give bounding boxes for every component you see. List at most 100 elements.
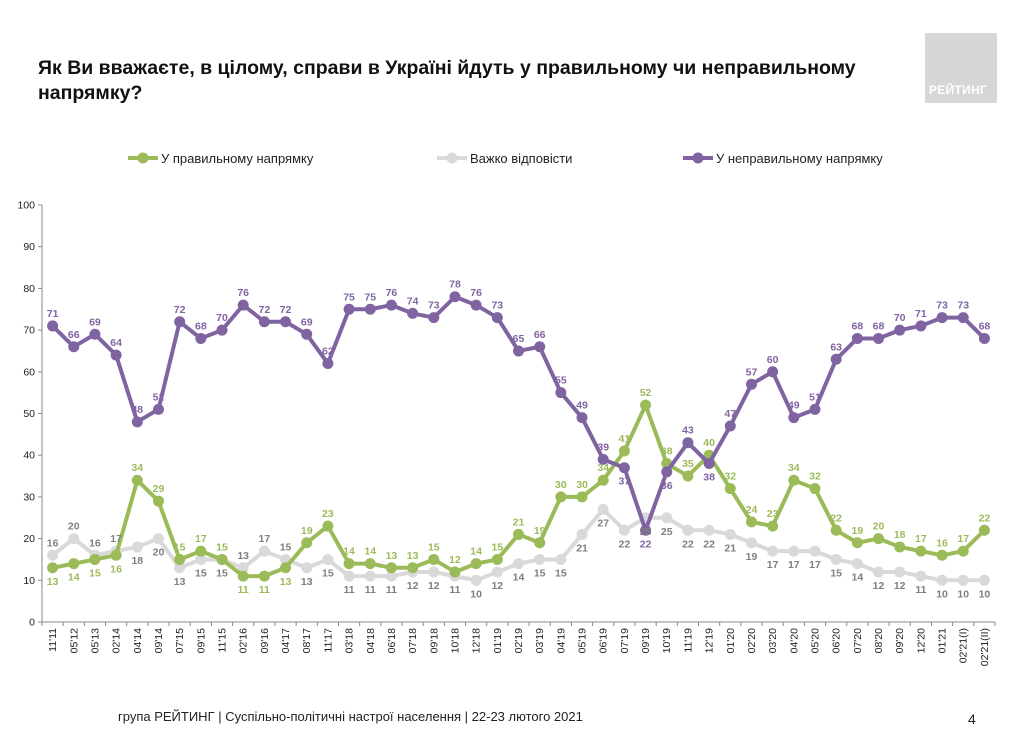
data-point (978, 332, 990, 344)
data-point (555, 387, 567, 399)
data-label: 13 (47, 576, 59, 588)
data-label: 15 (89, 567, 101, 579)
y-tick-label: 40 (23, 450, 35, 462)
data-point (936, 312, 948, 324)
data-label: 16 (936, 537, 948, 549)
data-point (110, 549, 122, 561)
legend-marker (692, 152, 704, 164)
data-point (936, 549, 948, 561)
data-label: 43 (682, 425, 694, 437)
y-tick-label: 50 (23, 408, 35, 420)
data-label: 73 (936, 300, 948, 312)
y-tick-label: 10 (23, 575, 35, 587)
data-label: 10 (470, 588, 482, 600)
data-point (470, 558, 482, 570)
data-label: 55 (555, 375, 567, 387)
data-point (576, 491, 588, 503)
x-tick-label: 07'20 (852, 628, 864, 654)
data-label: 22 (979, 512, 991, 524)
data-label: 13 (237, 550, 249, 562)
data-label: 12 (491, 580, 503, 592)
data-label: 21 (576, 542, 588, 554)
series-line (51, 294, 986, 533)
x-tick-label: 04'19 (555, 628, 567, 654)
rating-logo: РЕЙТИНГ (925, 33, 997, 103)
data-point (597, 474, 609, 486)
x-tick-label: 05'20 (809, 628, 821, 654)
data-label: 17 (110, 533, 122, 545)
x-tick-label: 09'20 (894, 628, 906, 654)
legend-label: Важко відповісти (470, 151, 572, 166)
data-label: 16 (89, 537, 101, 549)
data-label: 71 (47, 308, 59, 320)
x-tick-label: 12'20 (915, 628, 927, 654)
data-point (174, 562, 186, 574)
data-label: 17 (259, 533, 271, 545)
data-label: 75 (343, 291, 355, 303)
data-label: 69 (89, 316, 101, 328)
data-point (89, 328, 101, 340)
data-point (682, 437, 694, 449)
data-point (873, 566, 885, 578)
data-label: 13 (386, 550, 398, 562)
data-point (513, 528, 524, 540)
data-point (894, 566, 906, 578)
data-label: 21 (724, 542, 736, 554)
data-point (830, 353, 842, 365)
data-point (640, 399, 652, 411)
data-label: 73 (491, 300, 503, 312)
data-label: 73 (428, 300, 440, 312)
legend-marker (137, 152, 149, 164)
data-label: 13 (280, 576, 292, 588)
data-point (68, 558, 80, 570)
x-tick-label: 07'18 (407, 628, 419, 654)
data-point (767, 545, 779, 557)
data-point (873, 533, 885, 545)
x-tick-label: 06'18 (386, 628, 398, 654)
x-tick-label: 04'17 (280, 628, 292, 654)
data-point (618, 445, 630, 457)
data-point (767, 520, 779, 532)
x-tick-label: 05'19 (577, 628, 589, 654)
y-tick-label: 60 (23, 366, 35, 378)
data-point (513, 345, 524, 357)
x-tick-label: 03'18 (344, 628, 356, 654)
data-label: 72 (259, 304, 271, 316)
data-label: 12 (894, 580, 906, 592)
data-point (364, 558, 376, 570)
data-point (152, 495, 164, 507)
data-label: 15 (322, 567, 334, 579)
data-point (237, 562, 249, 574)
page-number: 4 (968, 711, 976, 727)
data-label: 71 (915, 308, 927, 320)
data-point (237, 299, 249, 311)
data-point (640, 524, 652, 536)
data-label: 52 (640, 387, 652, 399)
data-point (301, 328, 313, 340)
data-point (449, 291, 461, 303)
data-point (851, 558, 863, 570)
data-label: 23 (322, 508, 334, 520)
data-point (131, 416, 143, 428)
data-point (237, 570, 249, 582)
data-point (661, 512, 673, 524)
data-label: 11 (365, 584, 376, 596)
data-label: 11 (238, 584, 249, 596)
data-label: 14 (513, 572, 525, 584)
data-label: 22 (682, 538, 694, 550)
data-point (47, 562, 59, 574)
data-label: 15 (216, 567, 228, 579)
data-point (809, 545, 821, 557)
x-tick-label: 08'17 (301, 628, 313, 654)
data-label: 19 (534, 525, 546, 537)
data-label: 15 (216, 541, 228, 553)
chart-title: Як Ви вважаєте, в цілому, справи в Украї… (38, 57, 856, 104)
data-label: 34 (788, 462, 800, 474)
data-label: 76 (386, 287, 398, 299)
x-tick-label: 08'20 (873, 628, 885, 654)
data-label: 41 (619, 433, 631, 445)
data-label: 63 (830, 341, 842, 353)
data-label: 32 (809, 471, 821, 483)
data-point (851, 537, 863, 549)
